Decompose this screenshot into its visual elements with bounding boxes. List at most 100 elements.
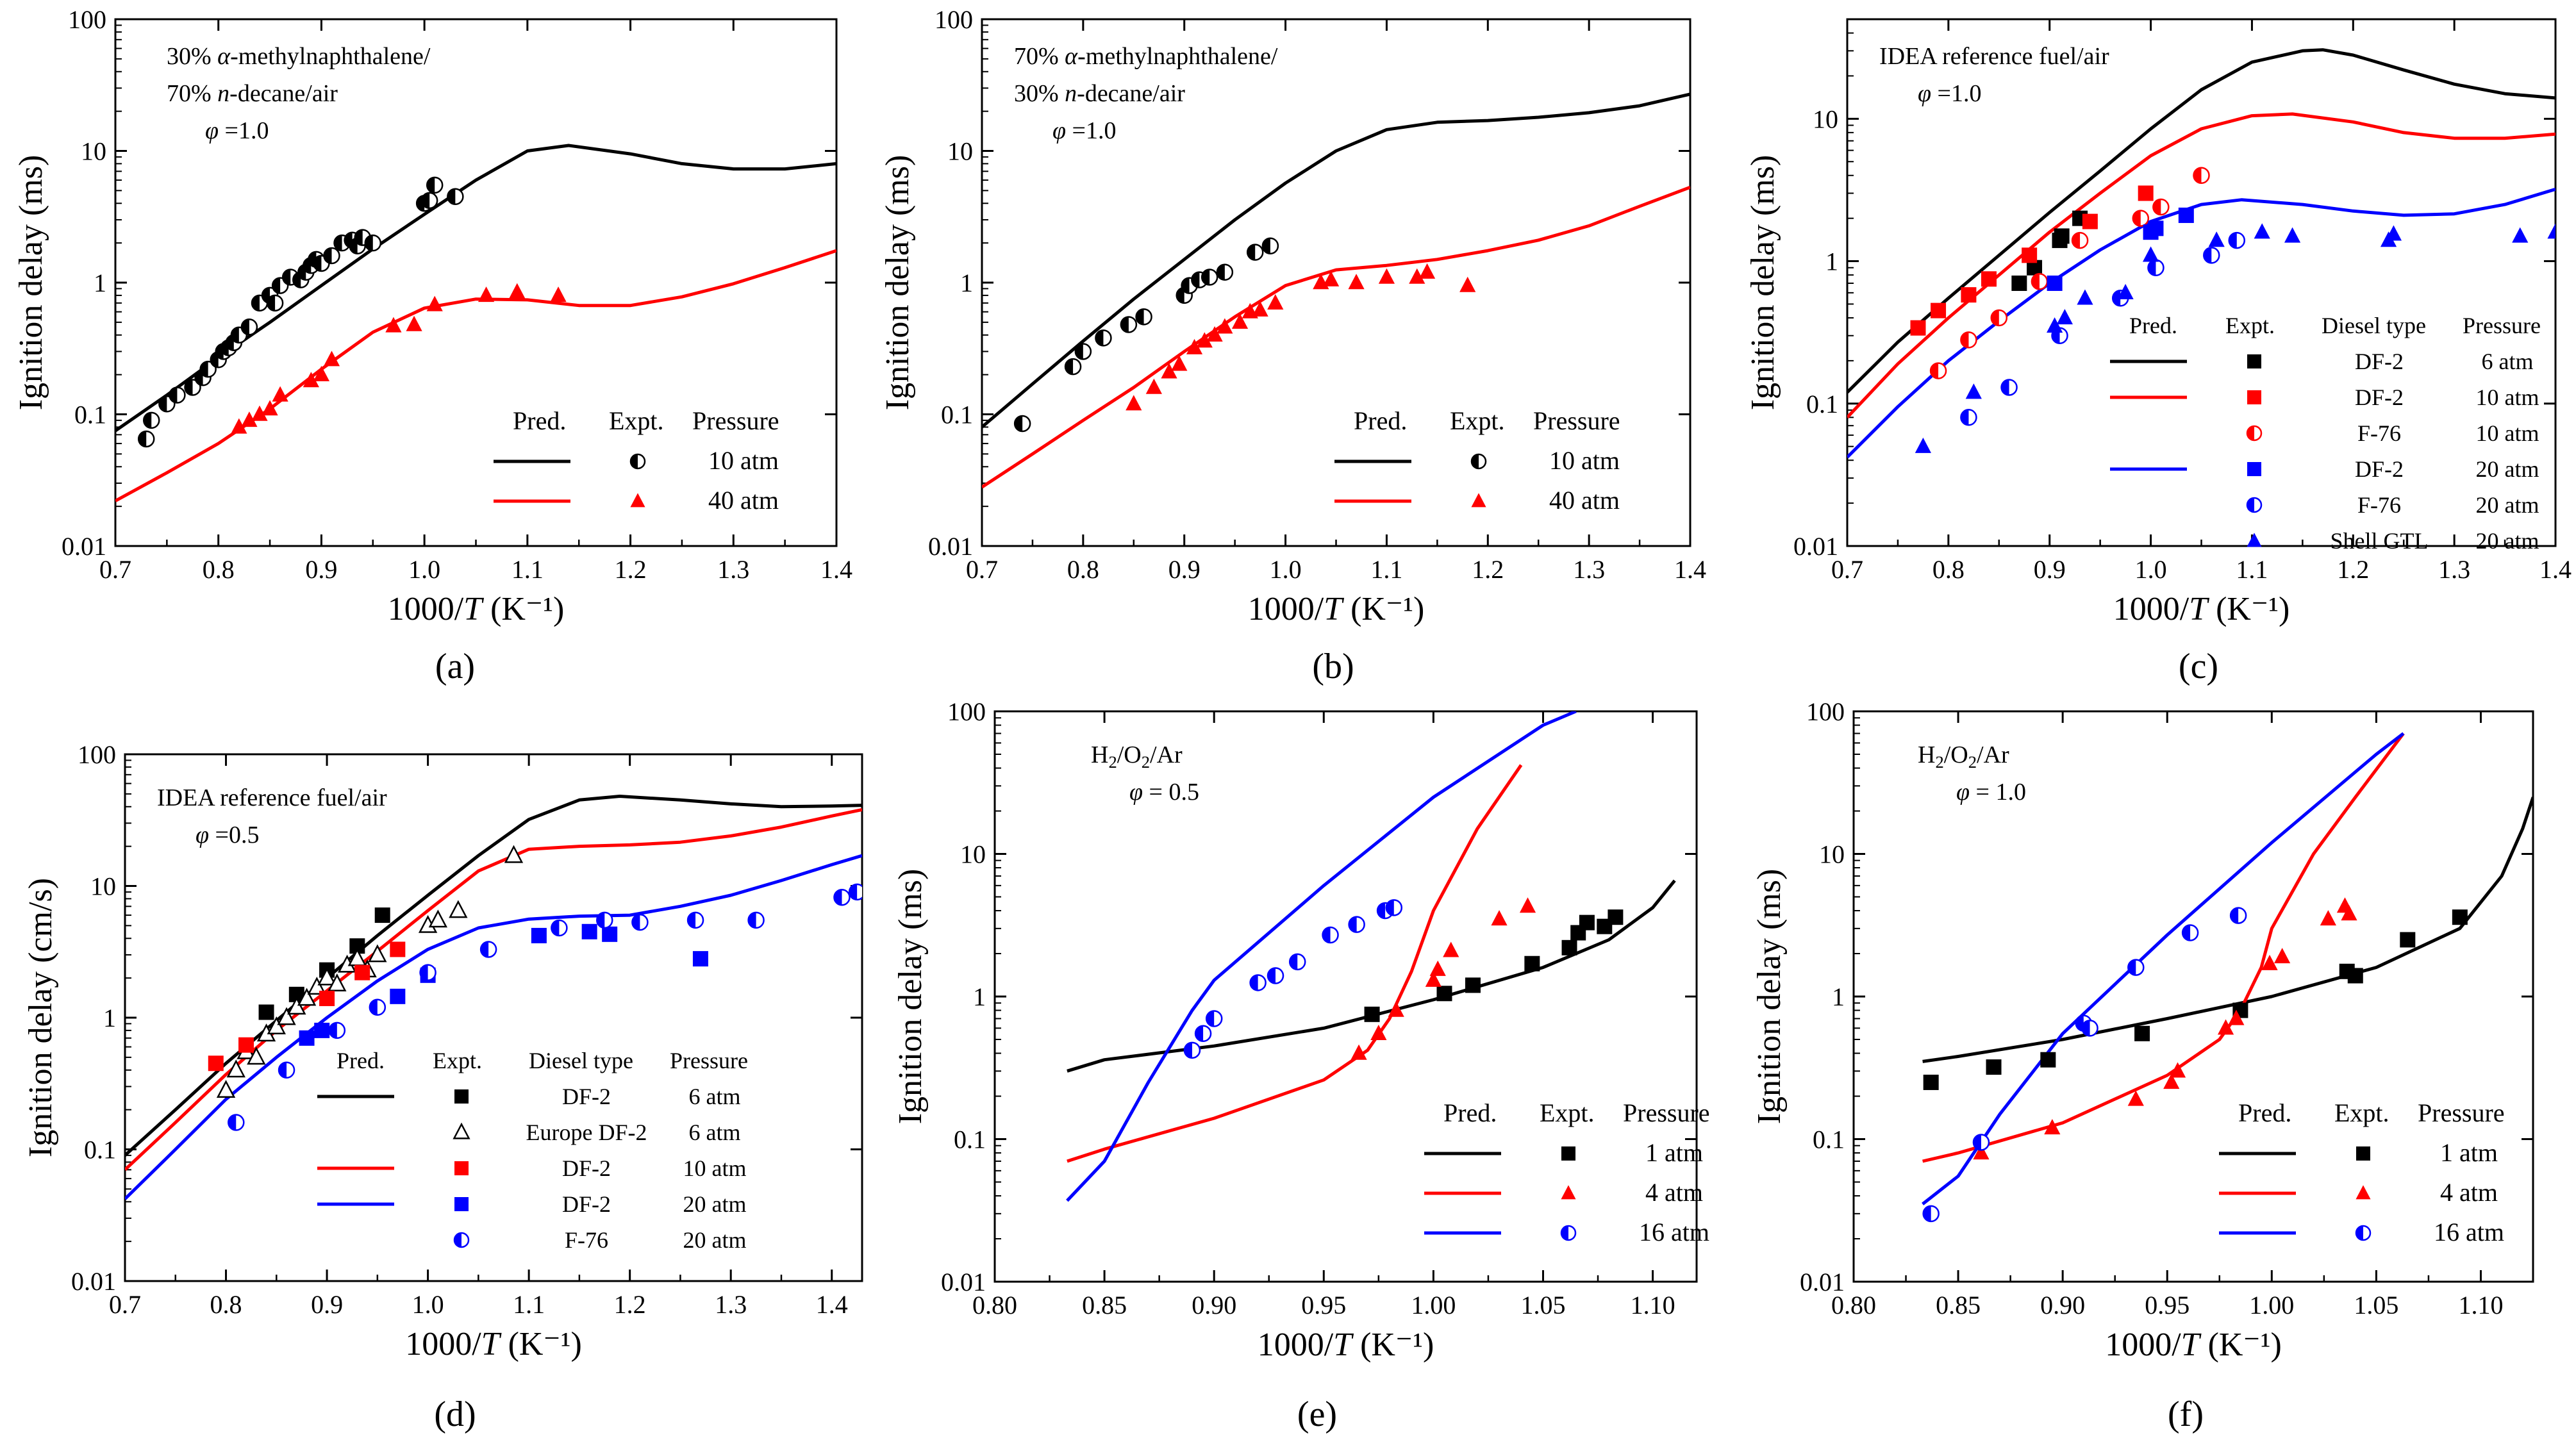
data-point-2-10 [1216, 263, 1234, 281]
x-tick-label: 1.3 [715, 1290, 747, 1319]
data-point-7-11-fill [834, 889, 842, 906]
data-point-3-1 [241, 411, 258, 427]
y-tick-label: 0.1 [941, 401, 973, 429]
annotation-line-2: φ =1.0 [205, 117, 269, 144]
y-tick-label: 10 [1819, 840, 1845, 869]
legend-header-1: Expt. [433, 1048, 482, 1073]
data-point-3-1 [1436, 986, 1452, 1002]
data-point-2-0 [137, 430, 155, 448]
data-point-5-6 [2152, 198, 2170, 216]
x-tick-label: 0.7 [966, 555, 998, 584]
data-point-2-31 [426, 176, 444, 194]
data-point-7-4-fill [2148, 260, 2156, 276]
data-point-3-6 [2347, 968, 2363, 984]
legend-marker-3 [454, 1197, 469, 1211]
data-point-4-0 [216, 1080, 236, 1098]
data-point-2-8-fill [1192, 272, 1200, 288]
x-tick-label: 0.7 [1831, 555, 1863, 584]
data-point-5-3 [2031, 273, 2048, 290]
data-point-3-4 [1561, 939, 1577, 956]
legend-marker-4 [453, 1232, 470, 1248]
legend-marker-2-fill [2356, 1226, 2363, 1240]
data-point-4-8 [2274, 948, 2291, 964]
data-point-4-2 [2127, 1090, 2144, 1106]
data-point-4-3 [247, 1046, 266, 1065]
data-point-8-1 [1965, 383, 1982, 399]
legend-marker-3 [2247, 462, 2261, 476]
x-axis-label: 1000/T (K⁻¹) [2105, 1327, 2282, 1363]
data-point-2-6-fill [1176, 287, 1184, 303]
x-tick-label: 1.10 [1631, 1291, 1675, 1320]
data-point-2-11 [1246, 244, 1264, 261]
data-point-4-5 [2082, 213, 2098, 229]
legend-marker-0 [454, 1089, 469, 1104]
legend-header-2: Pressure [1623, 1098, 1710, 1127]
x-tick-label: 0.9 [1168, 555, 1201, 584]
y-tick-label: 100 [1806, 697, 1845, 726]
y-tick-label: 0.01 [71, 1267, 116, 1296]
x-tick-label: 1.4 [1674, 555, 1706, 584]
data-point-4-1 [2044, 1119, 2061, 1135]
data-point-5-5 [2181, 924, 2199, 941]
x-axis-label: 1000/T (K⁻¹) [1248, 591, 1425, 627]
data-point-7-9-fill [688, 912, 696, 928]
data-point-2-5 [1135, 308, 1152, 326]
legend: Pred. Expt. Pressure 1 atm 4 atm 16 atm [2219, 1098, 2505, 1246]
data-point-4-6 [2228, 1009, 2245, 1025]
data-point-5-3-fill [1250, 975, 1258, 991]
data-point-8-4 [2077, 289, 2093, 305]
x-tick-label: 0.85 [1082, 1291, 1127, 1320]
legend-header-1: Expt. [1540, 1098, 1595, 1127]
legend-pressure-5: 20 atm [2476, 528, 2539, 554]
x-tick-label: 0.90 [1192, 1291, 1236, 1320]
y-tick-label: 10 [81, 137, 106, 166]
data-point-2-3-fill [1095, 330, 1104, 346]
x-tick-label: 1.0 [412, 1290, 444, 1319]
data-point-4-4 [1429, 960, 1446, 976]
data-point-6-1 [314, 1022, 330, 1038]
data-point-5-1-fill [1195, 1025, 1204, 1041]
x-tick-label: 1.0 [2135, 555, 2167, 584]
x-tick-label: 1.3 [717, 555, 749, 584]
plot-frame [993, 710, 1698, 1283]
annotation-line-0: 30% α-methylnaphthalene/ [167, 43, 431, 70]
legend-pressure-2: 16 atm [1639, 1218, 1709, 1246]
data-point-3-3 [2054, 228, 2070, 244]
data-point-5-7 [1348, 916, 1365, 933]
data-point-3-0 [1126, 395, 1142, 411]
data-point-5-5-fill [2132, 210, 2141, 226]
data-point-3-3 [2134, 1025, 2150, 1041]
data-point-2-4-fill [185, 379, 193, 395]
data-point-8-9 [2284, 227, 2301, 243]
x-tick-label: 0.8 [1067, 555, 1099, 584]
data-point-4-1 [226, 1059, 245, 1078]
data-point-3-8 [385, 317, 402, 333]
data-point-5-1 [1194, 1025, 1212, 1043]
legend-header-2: Pressure [1533, 406, 1620, 435]
annotation-line-1: φ =0.5 [195, 822, 259, 848]
data-point-2-6 [199, 360, 217, 378]
data-point-4-19 [504, 845, 524, 863]
data-point-4-9 [2320, 910, 2336, 926]
data-point-3-7 [1217, 318, 1233, 334]
data-point-5-1 [238, 1037, 254, 1053]
legend: Pred. Expt. Diesel type Pressure DF-2 6 atm Eu… [317, 1048, 748, 1253]
data-point-7-5 [2203, 247, 2220, 264]
y-axis-label: Ignition delay (ms) [892, 869, 929, 1125]
y-axis-label: Ignition delay (cm/s) [22, 878, 59, 1157]
data-point-2-2-fill [159, 396, 167, 412]
data-point-7-11 [833, 888, 851, 906]
series-line-2 [1922, 732, 2405, 1205]
data-point-7-12-fill [849, 884, 858, 900]
y-tick-label: 100 [68, 5, 106, 34]
legend-diesel-1: DF-2 [2355, 385, 2404, 410]
data-point-8-3 [2056, 309, 2073, 325]
data-point-4-3 [1981, 271, 1997, 287]
legend-marker-4-fill [454, 1233, 461, 1247]
data-point-2-1-fill [1065, 359, 1074, 375]
data-point-5-5-fill [2182, 925, 2191, 941]
data-point-3-0 [231, 418, 247, 434]
chart-panel-f: 0.80 0.85 0.90 0.95 1.00 1.05 1.10 0.01 0.1 1 10 10… [1751, 697, 2534, 1363]
data-point-3-11 [478, 286, 495, 302]
x-tick-label: 0.80 [972, 1291, 1017, 1320]
